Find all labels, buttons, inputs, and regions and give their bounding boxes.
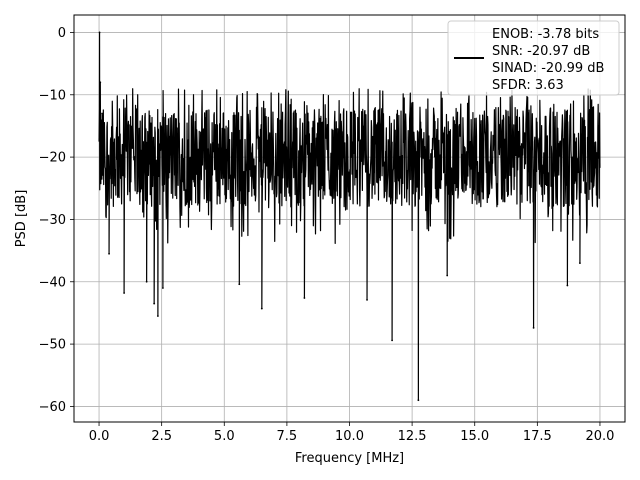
psd-dip-point [157,315,159,317]
psd-dip-point [260,307,263,310]
y-tick-label: −10 [39,88,66,103]
x-tick-label: 15.0 [460,429,489,444]
psd-dip-point [579,262,581,264]
series-layer [98,31,601,402]
psd-peak-point [99,81,102,84]
psd-dip-point [532,326,535,329]
y-tick-label: −60 [39,400,66,415]
psd-dip-point [162,287,164,289]
psd-dip-point [153,302,156,305]
legend-enob: ENOB: -3.78 bits [492,27,599,42]
y-tick-label: 0 [58,26,66,41]
psd-dip-point [566,284,569,287]
grid-lines [74,15,625,422]
x-tick-label: 17.5 [523,429,552,444]
psd-dip-point [145,280,148,283]
psd-dip-point [391,339,393,342]
psd-dip-point [123,292,125,294]
psd-dip-point [366,298,368,301]
legend-snr: SNR: -20.97 dB [492,44,590,59]
psd-peak-point [98,31,101,34]
axis-ticks: 0.0 2.5 5.0 7.5 10.0 12.5 15.0 17.5 20.0 0 −10 −20 −… [39,26,615,444]
y-tick-label: −30 [39,213,66,228]
x-tick-label: 10.0 [335,429,364,444]
x-tick-label: 20.0 [585,429,614,444]
legend-sinad: SINAD: -20.99 dB [492,61,604,76]
x-tick-label: 12.5 [398,429,427,444]
psd-series-line [98,31,601,401]
x-tick-label: 7.5 [277,429,298,444]
legend-box [447,20,620,96]
y-tick-label: −20 [39,151,66,166]
x-tick-label: 2.5 [151,429,172,444]
psd-dip-point [417,399,420,402]
legend: ENOB: -3.78 bits SNR: -20.97 dB SINAD: -… [447,20,620,96]
psd-dip-point [303,297,306,299]
psd-dip-point [238,283,241,286]
legend-sfdr: SFDR: 3.63 [492,78,564,93]
psd-peak-point [101,112,103,115]
y-tick-label: −40 [39,275,66,290]
psd-dip-point [108,252,110,255]
x-tick-label: 5.0 [214,429,235,444]
y-tick-label: −50 [39,338,66,353]
x-tick-label: 0.0 [89,429,110,444]
psd-dip-point [446,274,449,277]
x-axis-label: Frequency [MHz] [295,451,404,466]
y-axis-label: PSD [dB] [14,190,29,248]
